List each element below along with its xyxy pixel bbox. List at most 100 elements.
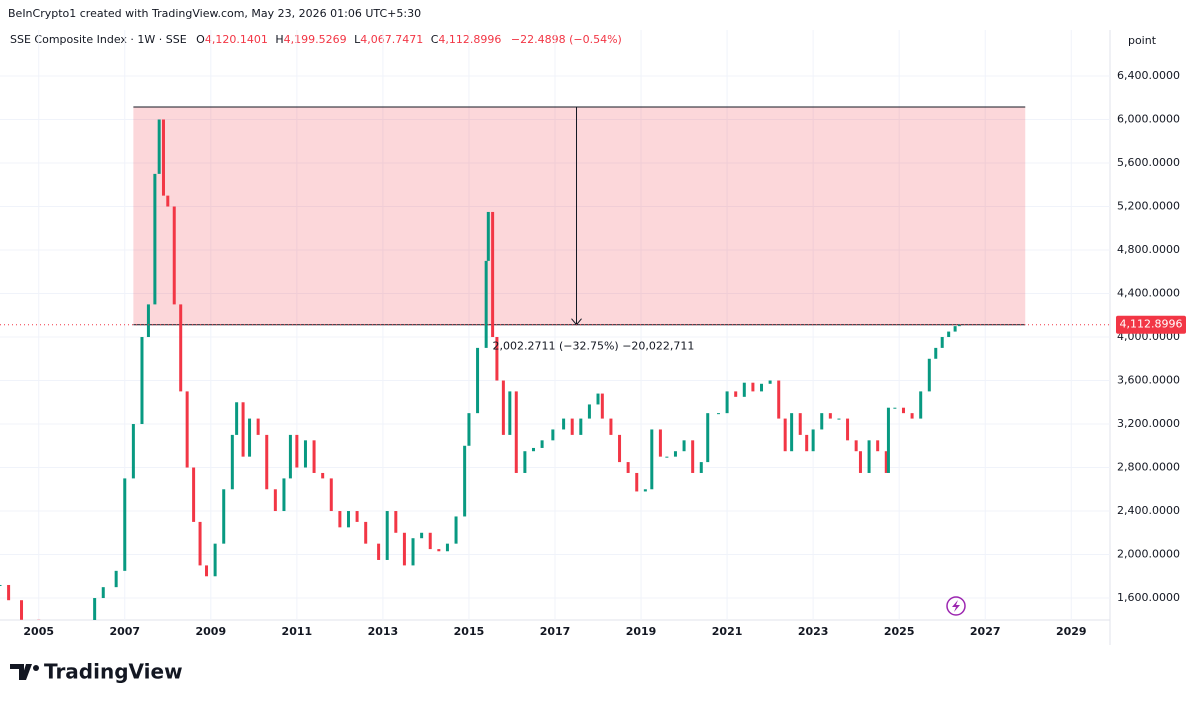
candle: [751, 382, 755, 392]
candle: [501, 380, 505, 435]
candle: [691, 440, 695, 473]
ohlc-value: 4,112.8996: [438, 33, 501, 46]
candle: [828, 413, 832, 419]
candle: [329, 478, 333, 512]
candle: [437, 549, 441, 552]
credit: BeInCrypto1 created with TradingView.com…: [8, 7, 421, 20]
candle: [172, 206, 176, 305]
candle: [508, 391, 512, 435]
candle: [476, 347, 480, 414]
y-tick-label: 6,400.0000: [1117, 69, 1180, 82]
candle: [346, 511, 350, 528]
icon: [952, 600, 960, 612]
candle: [716, 413, 720, 415]
legend: SSE Composite Index · 1W · SSE O4,120.14…: [10, 33, 622, 46]
candle: [394, 511, 398, 533]
candle: [635, 472, 639, 492]
candle: [531, 447, 535, 452]
candle: [884, 451, 888, 473]
candle: [947, 331, 951, 338]
candle: [837, 418, 841, 420]
candle: [192, 467, 196, 522]
y-tick-label: 2,000.0000: [1117, 548, 1180, 561]
candle: [428, 532, 432, 550]
plot: [0, 30, 1110, 620]
ohlc-key: H: [275, 33, 283, 46]
logo-icon: [33, 665, 39, 671]
y-tick-label: 5,600.0000: [1117, 156, 1180, 169]
candle: [402, 532, 406, 566]
candle: [303, 440, 307, 468]
ohlc-value: 4,067.7471: [360, 33, 423, 46]
range-box: [133, 106, 1026, 325]
candle: [282, 478, 286, 512]
candle: [570, 418, 574, 435]
candle: [235, 402, 239, 435]
candle: [241, 402, 245, 457]
candle: [587, 404, 591, 419]
candle: [230, 434, 234, 490]
ohlc-key: O: [196, 33, 205, 46]
candle: [20, 600, 24, 620]
candle: [385, 511, 389, 560]
candle: [919, 391, 923, 419]
y-tick-label: 3,600.0000: [1117, 374, 1180, 387]
y-tick-label: 3,200.0000: [1117, 417, 1180, 430]
candle: [495, 337, 499, 381]
candle: [205, 565, 209, 577]
x-tick-label: 2013: [368, 625, 399, 638]
candle: [940, 337, 944, 348]
candle: [579, 418, 583, 435]
candle: [760, 383, 764, 392]
candle: [699, 462, 703, 473]
x-tick-label: 2015: [454, 625, 485, 638]
x-tick-label: 2019: [626, 625, 657, 638]
x-tick-label: 2029: [1056, 625, 1087, 638]
icon: [946, 596, 966, 616]
candle: [93, 598, 97, 620]
candle: [805, 434, 809, 452]
x-tick-label: 2027: [970, 625, 1001, 638]
x-tick-label: 2023: [798, 625, 829, 638]
candle: [123, 478, 127, 571]
candle: [411, 538, 415, 566]
candle: [953, 326, 957, 332]
x-tick-label: 2025: [884, 625, 915, 638]
y-tick-label: 6,000.0000: [1117, 113, 1180, 126]
candle: [185, 391, 189, 468]
candle: [893, 407, 897, 409]
candle: [790, 413, 794, 452]
candle: [161, 119, 165, 196]
candle: [562, 418, 566, 430]
candle: [650, 429, 654, 490]
candle: [179, 304, 183, 392]
candle: [467, 413, 471, 446]
candle: [777, 380, 781, 419]
candle: [658, 429, 662, 457]
ohlc-key: L: [354, 33, 361, 46]
ohlc-key: C: [431, 33, 439, 46]
candle: [540, 440, 544, 448]
candle: [706, 413, 710, 463]
candle: [256, 418, 260, 435]
candle: [248, 418, 252, 457]
candle: [798, 413, 802, 435]
symbol: SSE Composite Index · 1W · SSE: [10, 33, 187, 46]
candle: [463, 445, 467, 517]
last-price-box: [1116, 315, 1186, 334]
y-tick-label: 4,800.0000: [1117, 243, 1180, 256]
x-tick-label: 2021: [712, 625, 743, 638]
candle: [153, 173, 157, 305]
candle: [486, 211, 490, 261]
candle: [131, 424, 135, 479]
candle: [886, 407, 890, 473]
candle: [445, 543, 449, 552]
x-tick-label: 2017: [540, 625, 571, 638]
y-tick-label: 1,600.0000: [1117, 591, 1180, 604]
candle: [934, 347, 938, 359]
logo: TradingView: [44, 660, 183, 684]
last-price-label: 4,112.8996: [1120, 318, 1183, 331]
candle: [146, 304, 150, 338]
candle: [484, 260, 488, 348]
